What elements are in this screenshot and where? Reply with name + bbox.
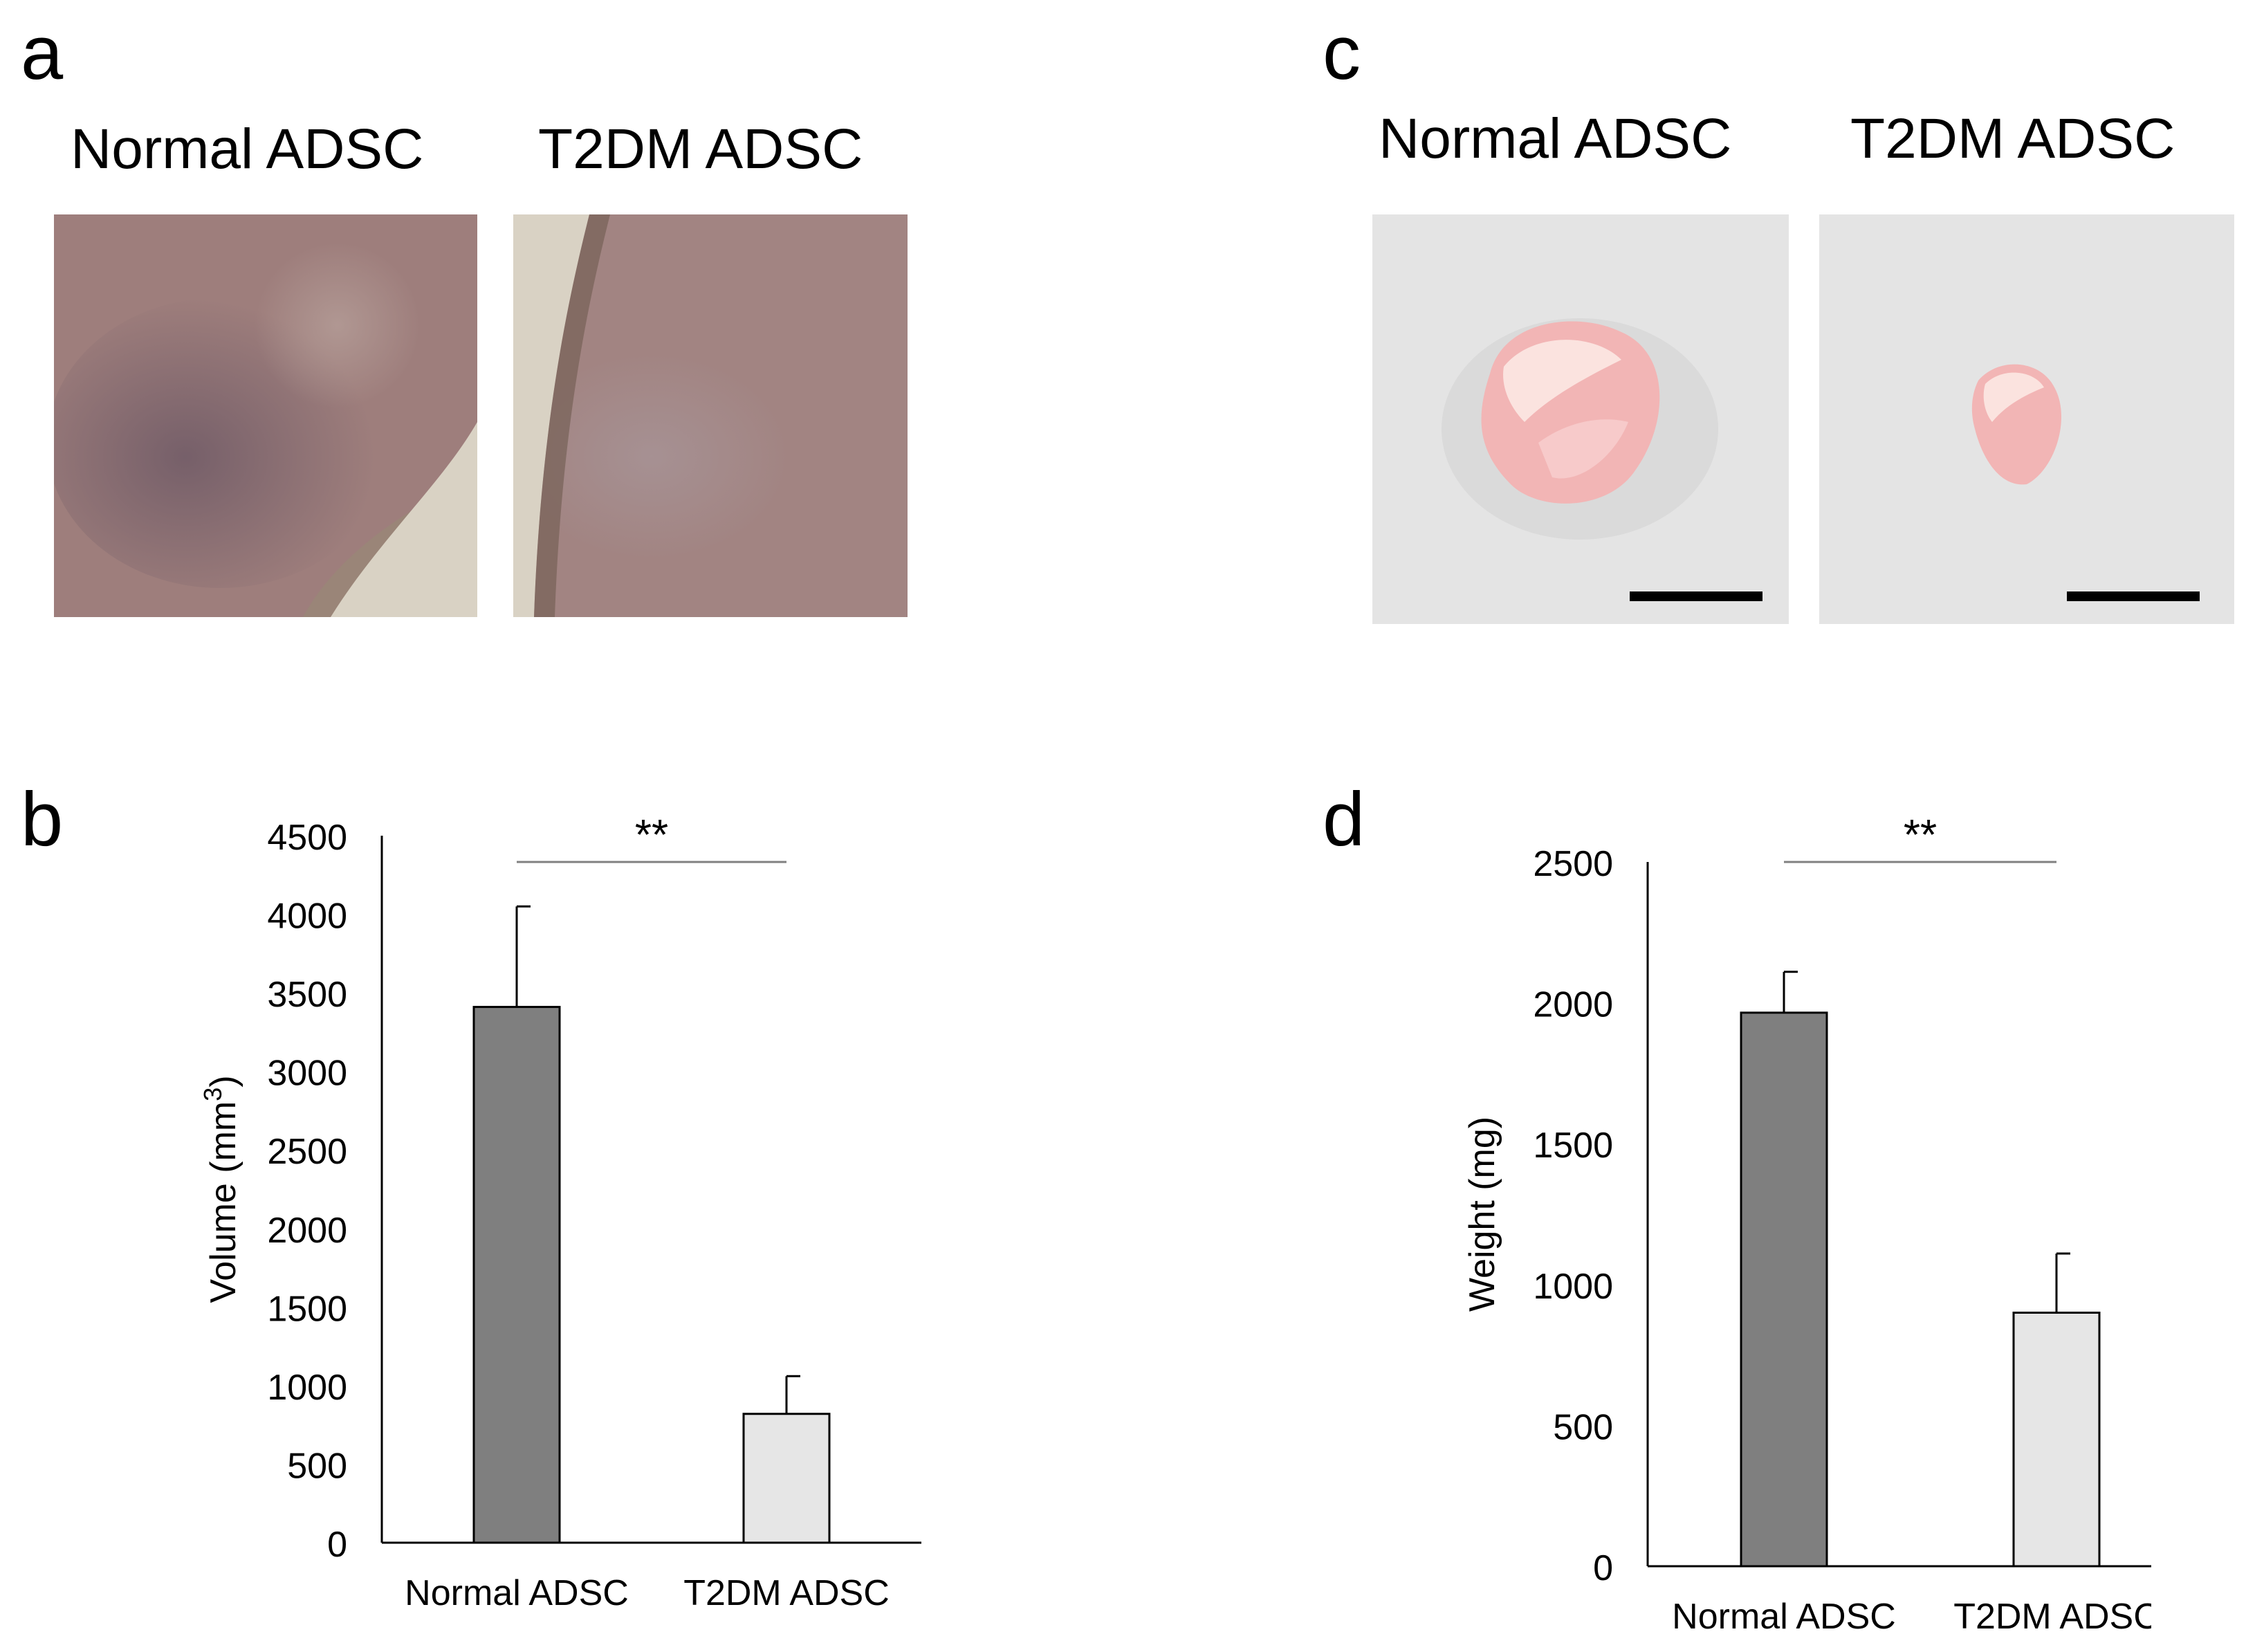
chart-d-y-axis-label: Weight (mg) <box>1462 1117 1502 1312</box>
chart-b-y-tick-label: 4000 <box>267 897 347 937</box>
photo-a-t2dm-adsc <box>513 214 908 617</box>
photo-c-normal-adsc <box>1372 214 1789 624</box>
chart-d-y-tick-label: 1000 <box>1533 1267 1613 1307</box>
chart-b-volume: 0 500 1000 1500 2000 2500 3000 3500 4000 4500 Norm… <box>199 811 921 1613</box>
photo-c-normal-title: Normal ADSC <box>1379 107 1732 170</box>
panel-label-d: d <box>1323 777 1365 862</box>
chart-b-y-tick-label: 1000 <box>267 1368 347 1408</box>
chart-d-bar <box>2012 1312 2101 1568</box>
chart-b-x-tick-label: Normal ADSC <box>405 1573 629 1613</box>
photo-c-t2dm-adsc <box>1819 214 2234 624</box>
chart-d-y-tick-label: 2000 <box>1533 985 1613 1025</box>
chart-b-bar <box>742 1413 831 1544</box>
chart-b-y-tick-label: 500 <box>287 1446 347 1486</box>
panel-label-c: c <box>1323 10 1361 95</box>
chart-d-significance-label: ** <box>1904 811 1937 859</box>
chart-b-y-tick-label: 3500 <box>267 975 347 1015</box>
panel-label-b: b <box>21 777 64 862</box>
chart-b-x-tick-label: T2DM ADSC <box>683 1573 890 1613</box>
chart-b-bar <box>472 1006 561 1544</box>
photo-a-normal-adsc <box>54 214 477 617</box>
chart-b-y-tick-label: 0 <box>327 1525 347 1565</box>
chart-b-significance-label: ** <box>635 811 668 859</box>
chart-d-y-tick-label: 0 <box>1593 1548 1613 1588</box>
chart-d-x-tick-label: T2DM ADSC <box>1953 1597 2151 1637</box>
photo-c-t2dm-title: T2DM ADSC <box>1850 107 2175 170</box>
chart-b-y-tick-label: 2000 <box>267 1211 347 1251</box>
chart-b-y-tick-label: 2500 <box>267 1132 347 1172</box>
chart-d-x-tick-label: Normal ADSC <box>1672 1597 1896 1637</box>
chart-d-y-tick-label: 2500 <box>1533 844 1613 884</box>
chart-b-y-tick-label: 3000 <box>267 1054 347 1094</box>
chart-b-y-tick-label: 4500 <box>267 818 347 858</box>
photo-a-normal-title: Normal ADSC <box>71 118 424 181</box>
chart-d-y-tick-label: 1500 <box>1533 1126 1613 1166</box>
panel-label-a: a <box>21 10 64 95</box>
chart-d-y-tick-label: 500 <box>1553 1407 1613 1447</box>
photo-a-t2dm-title: T2DM ADSC <box>538 118 863 181</box>
chart-b-y-axis-label: Volume (mm3) <box>199 1075 243 1303</box>
chart-b-y-tick-label: 1500 <box>267 1289 347 1329</box>
chart-d-bar <box>1740 1011 1828 1568</box>
chart-d-weight: 0 500 1000 1500 2000 2500 Normal ADSC T2DM ADSC… <box>1462 811 2151 1637</box>
